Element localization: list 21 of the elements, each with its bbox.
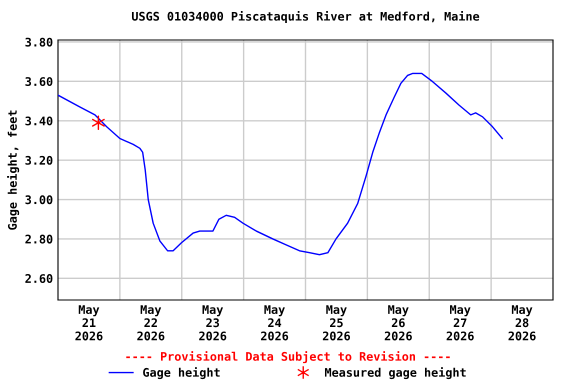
chart-title: USGS 01034000 Piscataquis River at Medford, Maine [132, 10, 480, 24]
x-tick-label: May 22 2026 [137, 305, 164, 340]
legend-label: Gage height [143, 367, 220, 380]
x-tick-label: May 23 2026 [199, 305, 226, 340]
line-series [58, 72, 503, 256]
text: ---- Provisional Data Subject to Revision ---- [126, 351, 450, 364]
x-tick-label: May 25 2026 [322, 305, 350, 340]
x-tick-label: May 24 2026 [261, 305, 288, 340]
x-tick-label: May 28 2026 [508, 305, 536, 340]
y-tick-label: 2.60 [25, 274, 52, 283]
y-tick-label: 3.80 [25, 38, 52, 47]
y-tick-label: 2.80 [25, 234, 52, 244]
y-axis-title: Gage height, feet [7, 110, 20, 230]
x-tick-label: May 21 2026 [75, 305, 103, 340]
x-tick-label: May 27 2026 [446, 305, 474, 340]
x-tick-label: May 26 2026 [384, 305, 412, 340]
y-tick-label: 3.40 [25, 116, 52, 126]
y-tick-label: 3.60 [25, 77, 52, 86]
y-tick-label: 3.00 [25, 195, 52, 204]
y-tick-label: 3.20 [25, 156, 52, 165]
legend-label: Measured gage height [324, 367, 466, 380]
